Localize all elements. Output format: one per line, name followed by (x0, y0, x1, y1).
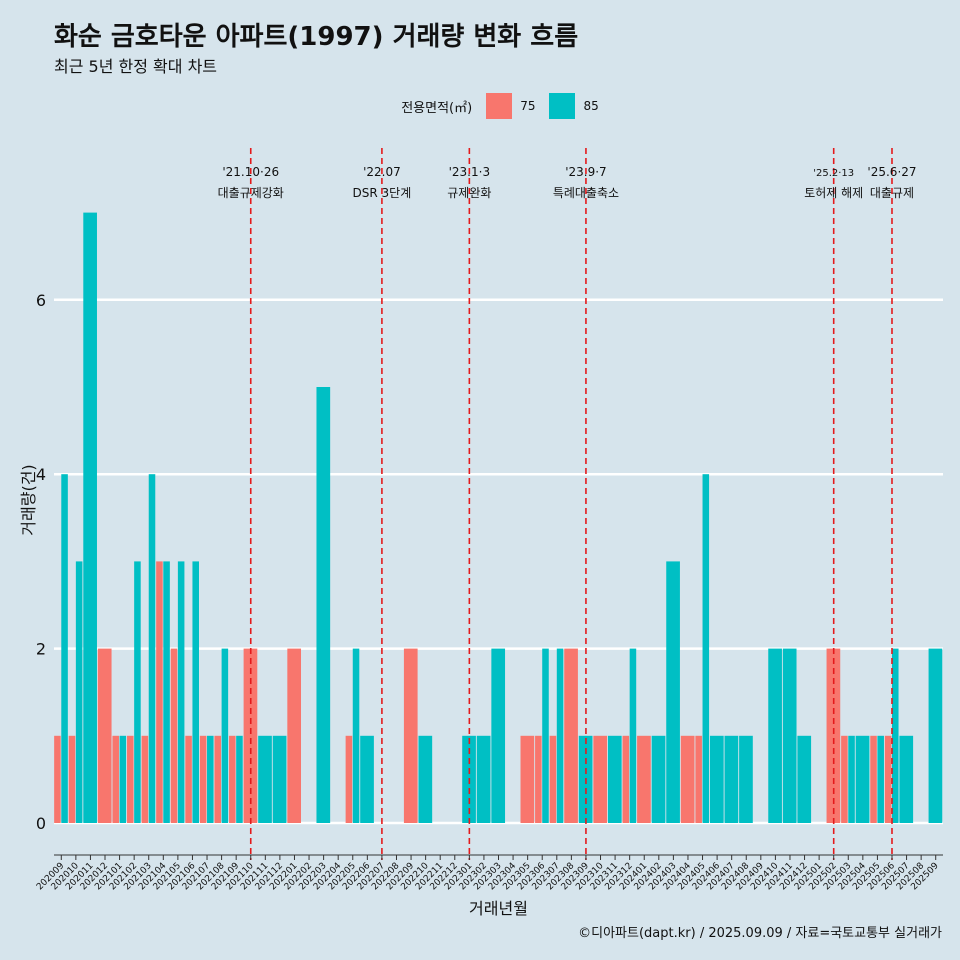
bar-85-202410 (768, 648, 782, 823)
bar-75-202012 (97, 648, 112, 823)
bar-85-202412 (797, 735, 812, 823)
bar-75-202108 (214, 735, 221, 823)
bar-85-202303 (491, 648, 506, 823)
bar-85-202107 (207, 735, 214, 823)
bar-75-202102 (127, 735, 134, 823)
bar-85-202105 (177, 561, 185, 823)
event-label: 대출규제 (870, 186, 914, 200)
legend: 전용면적(㎡) 75 85 (0, 93, 960, 119)
bar-75-202505 (870, 735, 877, 823)
event-date-label: '23.1·3 (449, 165, 490, 179)
bar-75-202205 (345, 735, 353, 823)
bar-85-202102 (134, 561, 141, 823)
bar-75-202502 (826, 648, 841, 823)
y-axis-title: 거래량(건) (19, 464, 38, 535)
event-label: 토허제 해제 (804, 186, 863, 200)
bar-75-202503 (841, 735, 848, 823)
bar-75-202405 (695, 735, 702, 823)
event-date-label: '22.07 (363, 165, 401, 179)
chart-subtitle: 최근 5년 한정 확대 차트 (54, 57, 218, 76)
x-axis-title: 거래년월 (469, 899, 528, 918)
event-date-label: '25.2·13 (813, 168, 854, 179)
event-label: DSR 3단계 (353, 186, 412, 200)
bar-85-202503 (848, 735, 855, 823)
bar-85-202507 (899, 735, 914, 823)
bar-85-202504 (855, 735, 870, 823)
bar-85-202104 (163, 561, 170, 823)
bar-75-202307 (549, 735, 557, 823)
bar-85-202505 (877, 735, 884, 823)
bar-85-202103 (148, 474, 156, 823)
chart-title: 화순 금호타운 아파트(1997) 거래량 변화 흐름 (54, 22, 579, 52)
bar-85-202206 (360, 735, 374, 823)
bar-85-202411 (782, 648, 797, 823)
bar-85-202406 (709, 735, 724, 823)
event-label: 규제완화 (447, 186, 491, 200)
bar-75-202106 (185, 735, 192, 823)
bar-75-202308 (564, 648, 578, 823)
bar-85-202011 (83, 212, 97, 824)
bar-75-202103 (141, 735, 149, 823)
bar-75-202310 (593, 735, 608, 823)
bar-75-202201 (287, 648, 302, 823)
legend-item-75: 75 (486, 93, 535, 119)
bar-85-202311 (607, 735, 622, 823)
bar-85-202106 (192, 561, 199, 823)
event-label: 대출규제강화 (218, 186, 284, 200)
bar-85-202408 (739, 735, 753, 823)
bar-75-202010 (68, 735, 76, 823)
bar-85-202101 (119, 735, 127, 823)
bar-75-202101 (112, 735, 119, 823)
event-label: 특례대출축소 (553, 186, 619, 200)
bar-75-202306 (535, 735, 542, 823)
bar-85-202307 (556, 648, 564, 823)
bar-85-202205 (352, 648, 360, 823)
bar-75-202506 (884, 735, 892, 823)
bar-75-202104 (156, 561, 163, 823)
bar-85-202402 (651, 735, 666, 823)
bar-85-202109 (236, 735, 243, 823)
bar-85-202203 (316, 387, 331, 823)
bar-85-202112 (272, 735, 287, 823)
event-date-label: '21.10·26 (222, 165, 279, 179)
event-date-label: '25.6·27 (867, 165, 916, 179)
bar-85-202506 (891, 648, 899, 823)
bar-75-202209 (403, 648, 418, 823)
legend-label-85: 85 (583, 99, 599, 113)
legend-item-85: 85 (549, 93, 599, 119)
y-tick-label: 0 (36, 814, 46, 833)
y-tick-label: 2 (36, 640, 46, 659)
y-tick-label: 6 (36, 291, 46, 310)
bar-85-202010 (75, 561, 83, 823)
bar-85-202210 (418, 735, 433, 823)
bar-75-202312 (622, 735, 630, 823)
legend-label-75: 75 (520, 99, 536, 113)
bar-75-202305 (520, 735, 535, 823)
bar-85-202108 (221, 648, 229, 823)
bar-75-202109 (229, 735, 236, 823)
bar-85-202302 (476, 735, 491, 823)
bar-75-202009 (54, 735, 61, 823)
bar-75-202105 (170, 648, 178, 823)
bar-75-202404 (680, 735, 695, 823)
bar-85-202009 (61, 474, 68, 823)
y-tick-label: 4 (36, 465, 46, 484)
bar-85-202509 (928, 648, 943, 823)
bar-75-202401 (637, 735, 651, 823)
bar-85-202306 (542, 648, 549, 823)
bar-85-202407 (724, 735, 739, 823)
legend-swatch-75 (486, 93, 513, 119)
bar-85-202111 (258, 735, 272, 823)
bar-85-202403 (666, 561, 680, 823)
bar-75-202107 (199, 735, 207, 823)
bar-85-202405 (702, 474, 710, 823)
bar-85-202312 (629, 648, 637, 823)
caption: ©디아파트(dapt.kr) / 2025.09.09 / 자료=국토교통부 실… (578, 926, 942, 941)
bar-75-202110 (243, 648, 258, 823)
legend-title: 전용면적(㎡) (401, 100, 473, 116)
legend-swatch-85 (549, 93, 576, 119)
event-date-label: '23.9·7 (565, 165, 606, 179)
